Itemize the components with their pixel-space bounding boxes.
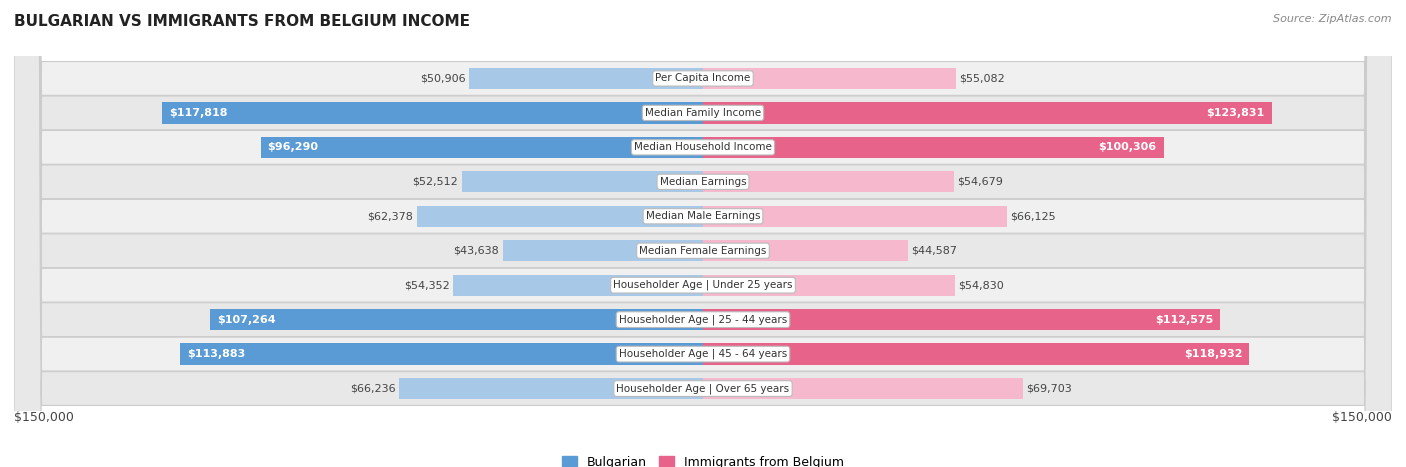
Bar: [703, 343, 1250, 365]
Bar: [703, 205, 1007, 227]
Text: $117,818: $117,818: [169, 108, 228, 118]
Bar: [461, 171, 703, 192]
Bar: [703, 102, 1272, 124]
Text: Householder Age | Over 65 years: Householder Age | Over 65 years: [616, 383, 790, 394]
Text: $50,906: $50,906: [420, 73, 465, 84]
Bar: [703, 240, 908, 262]
Bar: [260, 137, 703, 158]
Text: Median Earnings: Median Earnings: [659, 177, 747, 187]
Text: $107,264: $107,264: [218, 315, 276, 325]
FancyBboxPatch shape: [14, 0, 1392, 467]
Text: Householder Age | 25 - 44 years: Householder Age | 25 - 44 years: [619, 314, 787, 325]
Bar: [180, 343, 703, 365]
Bar: [502, 240, 703, 262]
Text: Median Family Income: Median Family Income: [645, 108, 761, 118]
Text: $44,587: $44,587: [911, 246, 957, 256]
FancyBboxPatch shape: [14, 0, 1392, 467]
Text: Median Female Earnings: Median Female Earnings: [640, 246, 766, 256]
Bar: [703, 137, 1164, 158]
Text: $54,679: $54,679: [957, 177, 1004, 187]
Text: Median Male Earnings: Median Male Earnings: [645, 211, 761, 221]
Bar: [703, 275, 955, 296]
FancyBboxPatch shape: [14, 0, 1392, 467]
Text: $113,883: $113,883: [187, 349, 245, 359]
Text: Per Capita Income: Per Capita Income: [655, 73, 751, 84]
FancyBboxPatch shape: [14, 0, 1392, 467]
FancyBboxPatch shape: [14, 0, 1392, 467]
Bar: [703, 309, 1220, 330]
FancyBboxPatch shape: [14, 0, 1392, 467]
Bar: [703, 171, 955, 192]
Text: $112,575: $112,575: [1154, 315, 1213, 325]
Text: $66,236: $66,236: [350, 383, 395, 394]
Text: $96,290: $96,290: [267, 142, 319, 152]
FancyBboxPatch shape: [14, 0, 1392, 467]
Bar: [703, 378, 1024, 399]
Text: $54,830: $54,830: [959, 280, 1004, 290]
FancyBboxPatch shape: [14, 0, 1392, 467]
Text: $62,378: $62,378: [367, 211, 413, 221]
Text: Householder Age | 45 - 64 years: Householder Age | 45 - 64 years: [619, 349, 787, 359]
Text: $54,352: $54,352: [404, 280, 450, 290]
Text: $150,000: $150,000: [1331, 411, 1392, 424]
Bar: [211, 309, 703, 330]
Text: BULGARIAN VS IMMIGRANTS FROM BELGIUM INCOME: BULGARIAN VS IMMIGRANTS FROM BELGIUM INC…: [14, 14, 470, 29]
Bar: [416, 205, 703, 227]
FancyBboxPatch shape: [14, 0, 1392, 467]
Text: $100,306: $100,306: [1098, 142, 1157, 152]
Text: $55,082: $55,082: [959, 73, 1005, 84]
Text: $123,831: $123,831: [1206, 108, 1265, 118]
Text: $66,125: $66,125: [1010, 211, 1056, 221]
Bar: [162, 102, 703, 124]
Text: $118,932: $118,932: [1184, 349, 1243, 359]
Bar: [470, 68, 703, 89]
FancyBboxPatch shape: [14, 0, 1392, 467]
Legend: Bulgarian, Immigrants from Belgium: Bulgarian, Immigrants from Belgium: [562, 456, 844, 467]
Bar: [399, 378, 703, 399]
Text: Median Household Income: Median Household Income: [634, 142, 772, 152]
Text: $43,638: $43,638: [453, 246, 499, 256]
Bar: [703, 68, 956, 89]
Text: Source: ZipAtlas.com: Source: ZipAtlas.com: [1274, 14, 1392, 24]
Text: Householder Age | Under 25 years: Householder Age | Under 25 years: [613, 280, 793, 290]
Text: $150,000: $150,000: [14, 411, 75, 424]
Text: $69,703: $69,703: [1026, 383, 1073, 394]
Text: $52,512: $52,512: [412, 177, 458, 187]
Bar: [453, 275, 703, 296]
